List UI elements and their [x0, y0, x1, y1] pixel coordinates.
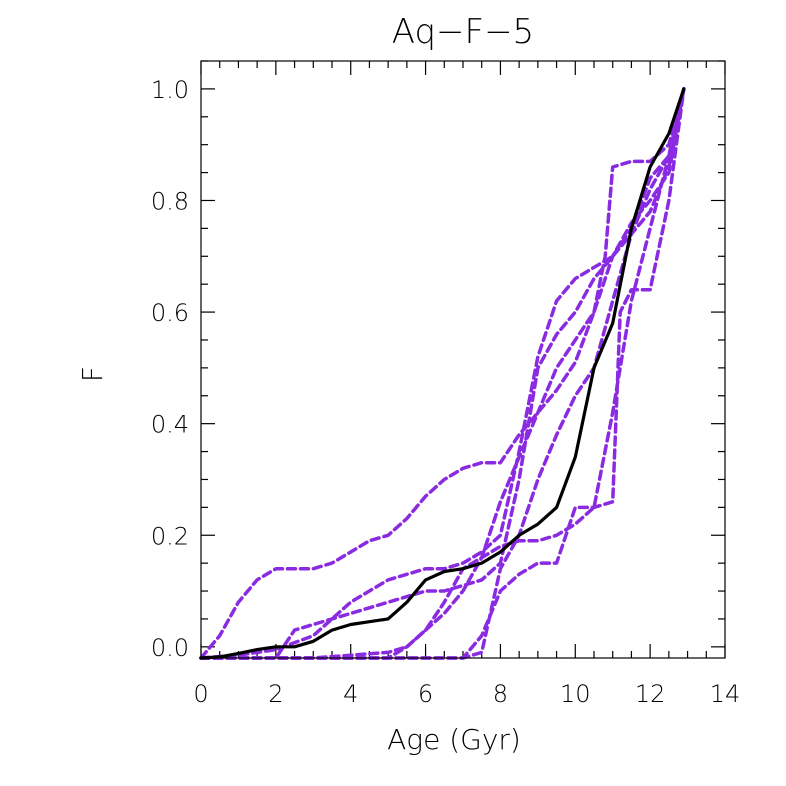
plot-frame [200, 60, 726, 659]
y-axis-label: F [76, 366, 109, 382]
series-line-run-7 [199, 87, 686, 660]
x-tick-label: 6 [418, 680, 433, 708]
x-tick-label: 14 [710, 680, 741, 708]
tick-labels: 0 2 4 6 8 10 12 14 0.0 0.2 0.4 0.6 0.8 1.0 [151, 76, 740, 708]
y-tick-label: 0.0 [151, 634, 189, 662]
x-tick-label: 8 [493, 680, 508, 708]
x-tick-label: 12 [635, 680, 666, 708]
x-tick-label: 10 [560, 680, 591, 708]
y-tick-label: 0.8 [151, 187, 189, 215]
y-tick-label: 0.4 [151, 411, 189, 439]
chart-title: Aq−F−5 [392, 12, 534, 52]
y-tick-label: 1.0 [151, 76, 189, 104]
series-line-main [199, 87, 686, 660]
x-axis-label: Age (Gyr) [387, 723, 521, 756]
series-line-run-4 [199, 87, 686, 660]
y-tick-label: 0.2 [151, 522, 189, 550]
x-tick-label: 2 [268, 680, 283, 708]
y-tick-label: 0.6 [151, 299, 189, 327]
x-tick-label: 4 [343, 680, 358, 708]
series-line-run-1 [199, 87, 686, 660]
x-tick-label: 0 [193, 680, 208, 708]
series-line-run-3 [199, 87, 686, 660]
